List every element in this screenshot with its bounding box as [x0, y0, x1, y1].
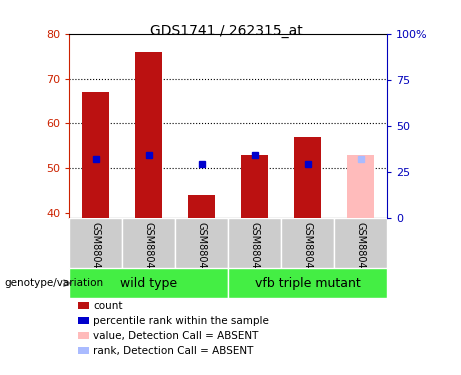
Text: vfb triple mutant: vfb triple mutant	[255, 277, 361, 290]
Bar	[228, 217, 281, 268]
Text: GSM88040: GSM88040	[91, 222, 100, 274]
Bar	[189, 195, 215, 217]
Text: GSM88046: GSM88046	[250, 222, 260, 274]
Bar	[242, 155, 268, 218]
Bar	[295, 137, 321, 218]
Bar	[69, 268, 228, 298]
Bar	[334, 217, 387, 268]
Text: percentile rank within the sample: percentile rank within the sample	[93, 316, 269, 326]
Bar	[136, 52, 162, 217]
Text: wild type: wild type	[120, 277, 177, 290]
Bar	[228, 268, 387, 298]
Bar	[69, 217, 122, 268]
Bar	[122, 217, 175, 268]
Bar	[175, 217, 228, 268]
Text: GSM88048: GSM88048	[356, 222, 366, 274]
Bar	[83, 92, 109, 218]
Text: genotype/variation: genotype/variation	[5, 278, 104, 288]
Text: rank, Detection Call = ABSENT: rank, Detection Call = ABSENT	[93, 346, 254, 355]
Text: value, Detection Call = ABSENT: value, Detection Call = ABSENT	[93, 331, 259, 340]
Text: GSM88047: GSM88047	[303, 222, 313, 274]
Bar	[281, 217, 334, 268]
Text: GSM88041: GSM88041	[144, 222, 154, 274]
Bar	[348, 155, 374, 218]
Text: count: count	[93, 301, 123, 310]
Text: GDS1741 / 262315_at: GDS1741 / 262315_at	[149, 24, 302, 38]
Text: GSM88042: GSM88042	[197, 222, 207, 274]
